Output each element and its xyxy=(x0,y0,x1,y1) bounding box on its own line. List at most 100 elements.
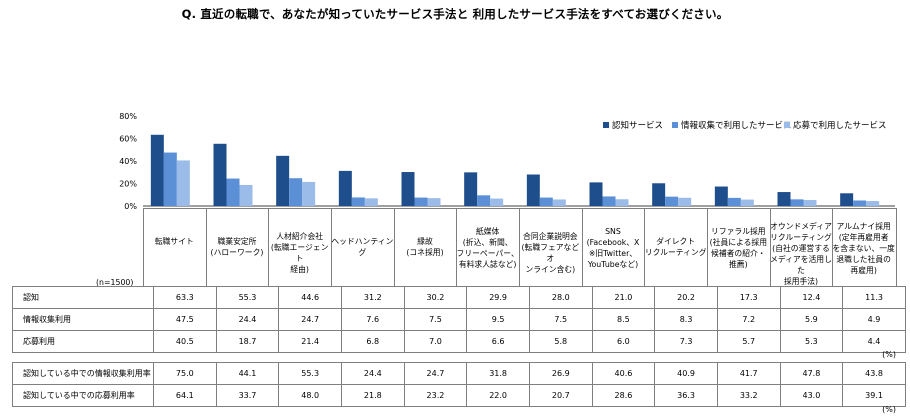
table-cell: 7.2 xyxy=(716,308,781,331)
legend-swatch-1 xyxy=(603,122,609,128)
category-label-line: (転職エージェント xyxy=(270,243,329,263)
category-label-line: ンライン含む) xyxy=(525,265,576,274)
y-axis: 0% 20% 40% 60% 80% xyxy=(119,112,895,211)
category-divider xyxy=(393,208,395,286)
category-divider xyxy=(205,208,207,286)
table-cell: 4.4 xyxy=(842,330,906,353)
category-label-line: 転職サイト xyxy=(154,237,194,246)
table-cell: 28.6 xyxy=(591,384,656,407)
category-label-line: リファラル採用 xyxy=(711,227,766,236)
table2-row-2: 認知している中での応募利用率 64.1 33.7 48.0 21.8 23.2 22.0 20… xyxy=(12,384,906,407)
table-cell: 5.9 xyxy=(779,308,844,331)
table-cell: 55.3 xyxy=(278,362,342,385)
category-label-10: リファラル採用 (社員による採用 候補者の紹介・ 推薦) xyxy=(707,226,770,270)
category-label-line: (定年再雇用者 xyxy=(838,233,889,242)
bar-series-3-cat-8 xyxy=(615,199,629,206)
category-label-7: 合同企業説明会 (転職フェアなどオンライン含む) xyxy=(519,231,582,275)
category-divider xyxy=(707,208,708,286)
row-label: 認知 xyxy=(12,286,154,309)
bar-series-3-cat-5 xyxy=(427,198,441,206)
bar-series-2-cat-6 xyxy=(477,195,491,206)
table-cell: 63.3 xyxy=(153,286,217,309)
category-label-line: 再雇用) xyxy=(850,266,877,275)
bar-series-3-cat-9 xyxy=(678,197,692,206)
table-cell: 21.4 xyxy=(278,330,342,353)
bar-series-1-cat-6 xyxy=(464,172,478,206)
category-label-line: リクルーティング xyxy=(644,248,707,257)
bar-series-3-cat-12 xyxy=(866,201,880,206)
table-cell: 24.4 xyxy=(340,362,405,385)
category-divider xyxy=(832,208,834,286)
category-label-line: (ハローワーク) xyxy=(210,248,264,257)
table-cell: 24.7 xyxy=(278,308,342,331)
category-label-line: 人材紹介会社 xyxy=(276,232,324,241)
table-cell: 6.8 xyxy=(340,330,405,353)
table-cell: 40.9 xyxy=(654,362,718,385)
table-cell: 24.4 xyxy=(215,308,280,331)
table-cell: 18.7 xyxy=(215,330,280,353)
category-label-3: 人材紹介会社 (転職エージェント 経由) xyxy=(268,231,331,275)
data-table-main: 認知 63.3 55.3 44.6 31.2 30.2 29.9 28.0 21.0 20.2 17… xyxy=(12,286,906,353)
category-label-line: アルムナイ採用 xyxy=(836,222,891,231)
category-label-6: 紙媒体 (折込、新聞、 フリーペーパー、 有料求人誌など) xyxy=(456,226,519,270)
table-cell: 41.7 xyxy=(716,362,781,385)
bar-series-1-cat-5 xyxy=(401,172,415,206)
bar-series-3-cat-3 xyxy=(302,181,316,206)
bar-series-2-cat-7 xyxy=(539,197,553,206)
bar-series-2-cat-11 xyxy=(790,199,804,206)
category-divider xyxy=(268,208,270,286)
row-label: 認知している中での情報収集利用率 xyxy=(12,362,154,385)
table-cell: 43.0 xyxy=(779,384,844,407)
category-divider xyxy=(331,208,332,286)
bar-series-1-cat-11 xyxy=(777,192,791,206)
category-label-line: (コネ採用) xyxy=(406,248,444,257)
category-label-box xyxy=(143,208,897,287)
table1-row-2: 情報収集利用 47.5 24.4 24.7 7.6 7.5 9.5 7.5 8.5 8.3 7.2 5… xyxy=(12,308,906,331)
category-divider xyxy=(519,208,520,286)
bar-series-3-cat-1 xyxy=(176,160,190,206)
bar-series-1-cat-3 xyxy=(276,155,290,206)
category-label-line: オウンドメディア xyxy=(770,222,832,231)
bar-series-3-cat-6 xyxy=(490,198,504,206)
category-label-11: オウンドメディア リクルーティング (自社の運営する メディアを活用した 採用手法) xyxy=(770,221,833,287)
table-cell: 26.9 xyxy=(528,362,593,385)
table-cell: 21.0 xyxy=(591,286,656,309)
category-label-line: リクルーティング xyxy=(770,233,832,242)
category-label-line: (自社の運営する xyxy=(772,244,830,253)
category-label-line: YouTubeなど) xyxy=(587,260,639,269)
bar-series-1-cat-2 xyxy=(213,143,227,206)
table-cell: 48.0 xyxy=(278,384,342,407)
row-label: 応募利用 xyxy=(12,330,154,353)
category-label-line: (転職フェアなどオ xyxy=(521,243,580,263)
data-table-rates: 認知している中での情報収集利用率 75.0 44.1 55.3 24.4 24.7 31.8… xyxy=(12,362,906,407)
table-cell: 40.6 xyxy=(591,362,656,385)
bars xyxy=(150,134,880,206)
category-label-line: 職業安定所 xyxy=(217,237,257,246)
table-cell: 33.7 xyxy=(215,384,280,407)
category-label-line: 退職した社員の xyxy=(836,255,891,264)
bar-series-2-cat-5 xyxy=(414,197,428,206)
bar-series-3-cat-10 xyxy=(740,199,754,206)
row-label: 認知している中での応募利用率 xyxy=(12,384,154,407)
category-divider xyxy=(581,208,583,286)
category-label-line: ※旧Twitter、 xyxy=(588,249,638,258)
y-tick-label: 60% xyxy=(119,135,137,144)
category-label-line: 合同企業説明会 xyxy=(523,232,578,241)
y-tick-label: 40% xyxy=(119,157,137,166)
table-cell: 8.5 xyxy=(591,308,656,331)
table-cell: 7.6 xyxy=(340,308,405,331)
legend-label-3: 応募で利用したサービス xyxy=(793,120,887,131)
table-cell: 24.7 xyxy=(403,362,468,385)
table-cell: 17.3 xyxy=(716,286,781,309)
category-label-1: 転職サイト xyxy=(143,236,206,247)
category-label-line: 推薦) xyxy=(729,260,748,269)
table-cell: 7.5 xyxy=(403,308,468,331)
unit-label-1: (%) xyxy=(882,350,896,359)
table-cell: 11.3 xyxy=(842,286,906,309)
table-cell: 20.7 xyxy=(528,384,593,407)
category-divider xyxy=(644,208,646,286)
table2-row-1: 認知している中での情報収集利用率 75.0 44.1 55.3 24.4 24.7 31.8… xyxy=(12,362,906,385)
bar-series-1-cat-4 xyxy=(338,170,352,206)
table-cell: 29.9 xyxy=(466,286,530,309)
